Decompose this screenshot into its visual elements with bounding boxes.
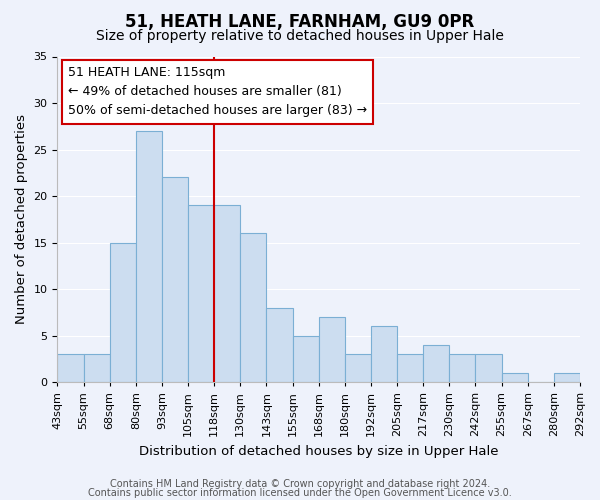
Bar [371,326,397,382]
Text: 51, HEATH LANE, FARNHAM, GU9 0PR: 51, HEATH LANE, FARNHAM, GU9 0PR [125,12,475,30]
Text: 51 HEATH LANE: 115sqm
← 49% of detached houses are smaller (81)
50% of semi-deta: 51 HEATH LANE: 115sqm ← 49% of detached … [68,66,367,118]
Bar [188,206,214,382]
Text: Size of property relative to detached houses in Upper Hale: Size of property relative to detached ho… [96,29,504,43]
Bar [554,372,580,382]
Bar [397,354,423,382]
Bar [241,233,266,382]
Bar [319,317,345,382]
Bar [502,372,528,382]
Y-axis label: Number of detached properties: Number of detached properties [15,114,28,324]
Bar [162,178,188,382]
Bar [266,308,293,382]
Bar [136,131,162,382]
Bar [345,354,371,382]
Text: Contains public sector information licensed under the Open Government Licence v3: Contains public sector information licen… [88,488,512,498]
Bar [449,354,475,382]
X-axis label: Distribution of detached houses by size in Upper Hale: Distribution of detached houses by size … [139,444,499,458]
Text: Contains HM Land Registry data © Crown copyright and database right 2024.: Contains HM Land Registry data © Crown c… [110,479,490,489]
Bar [83,354,110,382]
Bar [110,242,136,382]
Bar [423,345,449,382]
Bar [58,354,83,382]
Bar [293,336,319,382]
Bar [214,206,241,382]
Bar [475,354,502,382]
